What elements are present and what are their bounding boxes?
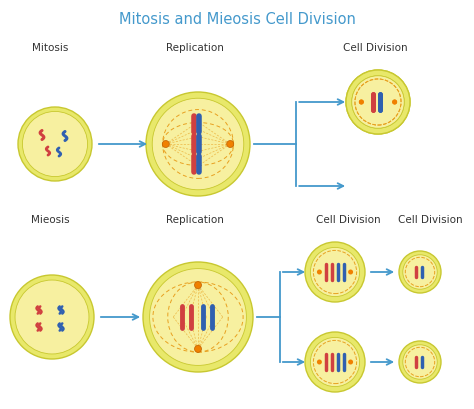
Circle shape <box>10 275 94 359</box>
Text: Replication: Replication <box>166 214 224 225</box>
Circle shape <box>150 269 246 366</box>
Circle shape <box>152 99 244 190</box>
Circle shape <box>392 100 397 105</box>
Circle shape <box>305 243 365 302</box>
Circle shape <box>352 76 404 129</box>
Circle shape <box>403 255 437 290</box>
Circle shape <box>352 76 404 129</box>
Circle shape <box>346 71 410 135</box>
Text: Mieosis: Mieosis <box>31 214 69 225</box>
Circle shape <box>399 252 441 293</box>
Circle shape <box>348 270 353 275</box>
Text: Mitosis: Mitosis <box>32 43 68 53</box>
Circle shape <box>143 262 253 372</box>
Text: Replication: Replication <box>166 43 224 53</box>
Circle shape <box>194 346 201 353</box>
Circle shape <box>348 360 353 364</box>
Circle shape <box>146 93 250 196</box>
Circle shape <box>305 332 365 392</box>
Circle shape <box>346 71 410 135</box>
Circle shape <box>15 280 89 354</box>
Text: Cell Division: Cell Division <box>398 214 462 225</box>
Circle shape <box>310 337 360 387</box>
Circle shape <box>194 282 201 289</box>
Circle shape <box>359 100 364 105</box>
Circle shape <box>403 345 437 379</box>
Circle shape <box>399 341 441 383</box>
Circle shape <box>18 108 92 182</box>
Circle shape <box>392 100 397 105</box>
Circle shape <box>227 141 234 148</box>
Circle shape <box>22 112 88 177</box>
Circle shape <box>162 141 169 148</box>
Circle shape <box>310 248 360 297</box>
Circle shape <box>317 360 322 364</box>
Text: Mitosis and Mieosis Cell Division: Mitosis and Mieosis Cell Division <box>118 12 356 27</box>
Circle shape <box>317 270 322 275</box>
Text: Cell Division: Cell Division <box>343 43 407 53</box>
Circle shape <box>359 100 364 105</box>
Text: Cell Division: Cell Division <box>316 214 380 225</box>
